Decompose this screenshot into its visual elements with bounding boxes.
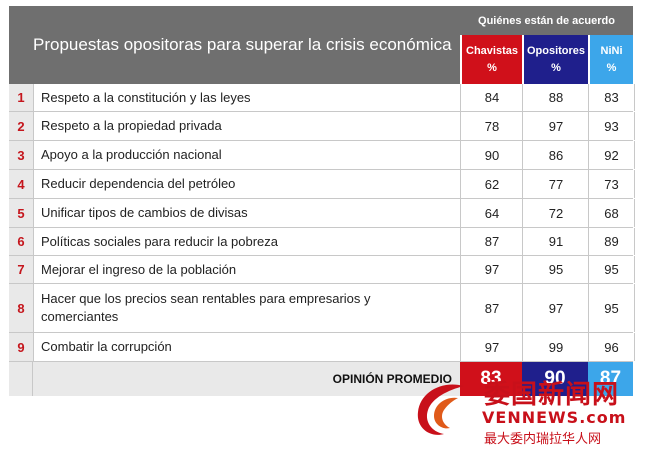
row-value-nini: 83 bbox=[588, 84, 635, 111]
row-value-chavistas: 97 bbox=[460, 256, 523, 283]
table-title: Propuestas opositoras para superar la cr… bbox=[9, 6, 460, 84]
watermark-slogan: 最大委内瑞拉华人网 bbox=[484, 432, 602, 447]
row-number: 1 bbox=[9, 84, 34, 111]
row-number: 4 bbox=[9, 170, 34, 198]
row-value-nini: 92 bbox=[588, 141, 635, 169]
column-header-chavistas: Chavistas % bbox=[460, 35, 522, 84]
row-number: 7 bbox=[9, 256, 34, 283]
table-row: 6 Políticas sociales para reducir la pob… bbox=[9, 228, 635, 256]
watermark-chinese-name: 委国新闻网 bbox=[484, 380, 620, 410]
row-value-opositores: 97 bbox=[522, 112, 589, 140]
row-number: 5 bbox=[9, 199, 34, 227]
agreement-group-header: Quiénes están de acuerdo bbox=[460, 6, 633, 35]
row-value-nini: 68 bbox=[588, 199, 635, 227]
table-row: 5 Unificar tipos de cambios de divisas 6… bbox=[9, 199, 635, 228]
row-proposal: Hacer que los precios sean rentables par… bbox=[41, 291, 371, 324]
row-value-chavistas: 97 bbox=[460, 333, 523, 361]
average-value-opositores: 90 bbox=[522, 362, 588, 396]
column-unit-opositores: % bbox=[551, 61, 561, 74]
row-value-opositores: 91 bbox=[522, 228, 589, 255]
row-number: 6 bbox=[9, 228, 34, 255]
row-number: 2 bbox=[9, 112, 34, 140]
row-proposal: Respeto a la constitución y las leyes bbox=[41, 89, 251, 105]
row-number: 9 bbox=[9, 333, 34, 361]
row-proposal: Respeto a la propiedad privada bbox=[41, 118, 222, 133]
row-number: 8 bbox=[9, 284, 34, 332]
row-value-nini: 93 bbox=[588, 112, 635, 140]
table-row: 1 Respeto a la constitución y las leyes … bbox=[9, 84, 635, 112]
table-row: 9 Combatir la corrupción 97 99 96 bbox=[9, 333, 635, 362]
row-value-nini: 95 bbox=[588, 256, 635, 283]
row-value-chavistas: 90 bbox=[460, 141, 523, 169]
row-proposal: Unificar tipos de cambios de divisas bbox=[41, 205, 248, 220]
row-value-opositores: 77 bbox=[522, 170, 589, 198]
row-value-opositores: 86 bbox=[522, 141, 589, 169]
average-value-nini: 87 bbox=[588, 362, 633, 396]
row-proposal: Políticas sociales para reducir la pobre… bbox=[41, 233, 279, 249]
average-row: OPINIÓN PROMEDIO 83 90 87 bbox=[9, 362, 633, 396]
column-header-nini: NiNi % bbox=[588, 35, 633, 84]
row-value-opositores: 95 bbox=[522, 256, 589, 283]
row-number: 3 bbox=[9, 141, 34, 169]
row-proposal: Reducir dependencia del petróleo bbox=[41, 176, 236, 191]
table-row: 4 Reducir dependencia del petróleo 62 77… bbox=[9, 170, 635, 199]
row-value-nini: 96 bbox=[588, 333, 635, 361]
table-row: 3 Apoyo a la producción nacional 90 86 9… bbox=[9, 141, 635, 170]
vennews-watermark: 委国新闻网 VENNEWS.com 最大委内瑞拉华人网 bbox=[412, 372, 648, 449]
row-value-opositores: 72 bbox=[522, 199, 589, 227]
average-value-chavistas: 83 bbox=[460, 362, 522, 396]
column-unit-nini: % bbox=[606, 61, 617, 74]
row-value-chavistas: 78 bbox=[460, 112, 523, 140]
column-header-opositores: Opositores % bbox=[522, 35, 588, 84]
row-value-chavistas: 64 bbox=[460, 199, 523, 227]
table-row: 8 Hacer que los precios sean rentables p… bbox=[9, 284, 635, 333]
row-value-chavistas: 62 bbox=[460, 170, 523, 198]
column-unit-chavistas: % bbox=[487, 61, 497, 74]
row-value-nini: 73 bbox=[588, 170, 635, 198]
watermark-domain: VENNEWS.com bbox=[482, 408, 627, 427]
row-value-opositores: 88 bbox=[522, 84, 589, 111]
row-proposal: Combatir la corrupción bbox=[41, 339, 172, 354]
row-value-nini: 95 bbox=[588, 284, 635, 332]
column-name-nini: NiNi bbox=[600, 44, 623, 57]
table-row: 7 Mejorar el ingreso de la población 97 … bbox=[9, 256, 635, 284]
row-value-nini: 89 bbox=[588, 228, 635, 255]
row-value-chavistas: 84 bbox=[460, 84, 523, 111]
swirl-logo-icon bbox=[417, 384, 464, 435]
proposals-table: Propuestas opositoras para superar la cr… bbox=[9, 6, 635, 396]
table-row: 2 Respeto a la propiedad privada 78 97 9… bbox=[9, 112, 635, 141]
row-value-opositores: 99 bbox=[522, 333, 589, 361]
row-value-chavistas: 87 bbox=[460, 284, 523, 332]
column-name-chavistas: Chavistas bbox=[466, 44, 518, 57]
average-row-spacer bbox=[9, 362, 33, 396]
column-name-opositores: Opositores bbox=[526, 44, 586, 57]
average-label: OPINIÓN PROMEDIO bbox=[33, 362, 460, 396]
row-proposal: Mejorar el ingreso de la población bbox=[41, 261, 237, 277]
row-proposal: Apoyo a la producción nacional bbox=[41, 147, 222, 162]
row-value-chavistas: 87 bbox=[460, 228, 523, 255]
row-value-opositores: 97 bbox=[522, 284, 589, 332]
